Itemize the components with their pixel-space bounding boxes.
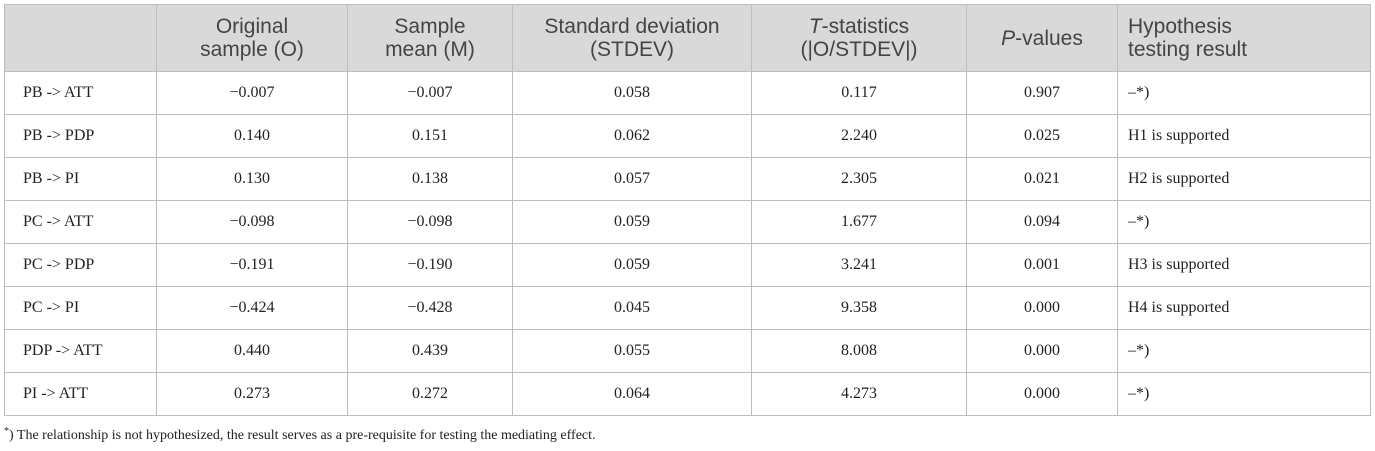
header-row: Original sample (O) Sample mean (M) Stan…	[4, 4, 1371, 72]
cell-mean: 0.138	[347, 157, 513, 201]
cell-path: PC -> PDP	[4, 243, 157, 287]
table-row: PB -> PI 0.130 0.138 0.057 2.305 0.021 H…	[4, 157, 1371, 201]
table-footnote: *) The relationship is not hypothesized,…	[4, 426, 596, 444]
cell-p-value: 0.021	[966, 157, 1118, 201]
cell-t-statistic: 4.273	[751, 372, 967, 416]
cell-t-statistic: 2.240	[751, 114, 967, 158]
cell-p-value: 0.000	[966, 329, 1118, 373]
cell-stdev: 0.055	[512, 329, 752, 373]
header-original-sample: Original sample (O)	[156, 4, 348, 72]
cell-result: H4 is supported	[1117, 286, 1371, 330]
header-p-rest: -values	[1015, 26, 1083, 50]
table-body: PB -> ATT −0.007 −0.007 0.058 0.117 0.90…	[4, 71, 1371, 416]
cell-stdev: 0.058	[512, 71, 752, 115]
cell-path: PDP -> ATT	[4, 329, 157, 373]
cell-p-value: 0.000	[966, 286, 1118, 330]
cell-path: PC -> PI	[4, 286, 157, 330]
cell-p-value: 0.907	[966, 71, 1118, 115]
cell-original: −0.098	[156, 200, 348, 244]
cell-t-statistic: 0.117	[751, 71, 967, 115]
cell-result: –*)	[1117, 200, 1371, 244]
header-t-italic: T	[808, 15, 822, 38]
cell-stdev: 0.059	[512, 243, 752, 287]
table-row: PB -> PDP 0.140 0.151 0.062 2.240 0.025 …	[4, 114, 1371, 158]
header-original-line2: sample (O)	[200, 38, 304, 61]
cell-result: –*)	[1117, 71, 1371, 115]
cell-original: −0.424	[156, 286, 348, 330]
header-stdev-line2: (STDEV)	[590, 38, 674, 61]
cell-original: 0.440	[156, 329, 348, 373]
cell-t-statistic: 1.677	[751, 200, 967, 244]
cell-result: –*)	[1117, 372, 1371, 416]
table-row: PC -> PI −0.424 −0.428 0.045 9.358 0.000…	[4, 286, 1371, 330]
cell-mean: 0.439	[347, 329, 513, 373]
header-standard-deviation: Standard deviation (STDEV)	[512, 4, 752, 72]
cell-path: PB -> PI	[4, 157, 157, 201]
header-result-line2: testing result	[1128, 38, 1248, 61]
cell-t-statistic: 3.241	[751, 243, 967, 287]
header-p-italic: P	[1001, 26, 1016, 50]
header-result-line1: Hypothesis	[1128, 15, 1232, 38]
header-hypothesis-result: Hypothesis testing result	[1117, 4, 1371, 72]
cell-stdev: 0.062	[512, 114, 752, 158]
cell-mean: −0.098	[347, 200, 513, 244]
table-row: PC -> ATT −0.098 −0.098 0.059 1.677 0.09…	[4, 200, 1371, 244]
cell-original: 0.130	[156, 157, 348, 201]
cell-mean: 0.151	[347, 114, 513, 158]
table-row: PI -> ATT 0.273 0.272 0.064 4.273 0.000 …	[4, 372, 1371, 416]
cell-p-value: 0.094	[966, 200, 1118, 244]
table-row: PDP -> ATT 0.440 0.439 0.055 8.008 0.000…	[4, 329, 1371, 373]
header-p-values: P-values	[966, 4, 1118, 72]
header-path	[4, 4, 157, 72]
cell-stdev: 0.059	[512, 200, 752, 244]
cell-original: 0.140	[156, 114, 348, 158]
cell-mean: −0.428	[347, 286, 513, 330]
cell-path: PB -> ATT	[4, 71, 157, 115]
cell-result: –*)	[1117, 329, 1371, 373]
cell-stdev: 0.064	[512, 372, 752, 416]
cell-p-value: 0.001	[966, 243, 1118, 287]
table-row: PC -> PDP −0.191 −0.190 0.059 3.241 0.00…	[4, 243, 1371, 287]
cell-original: 0.273	[156, 372, 348, 416]
cell-original: −0.191	[156, 243, 348, 287]
header-mean-line2: mean (M)	[385, 38, 475, 61]
cell-mean: 0.272	[347, 372, 513, 416]
cell-t-statistic: 9.358	[751, 286, 967, 330]
footnote-text: ) The relationship is not hypothesized, …	[9, 428, 596, 443]
cell-t-statistic: 8.008	[751, 329, 967, 373]
cell-p-value: 0.000	[966, 372, 1118, 416]
header-original-line1: Original	[215, 15, 289, 38]
cell-stdev: 0.045	[512, 286, 752, 330]
cell-result: H2 is supported	[1117, 157, 1371, 201]
cell-path: PB -> PDP	[4, 114, 157, 158]
header-mean-line1: Sample	[394, 15, 466, 38]
cell-result: H1 is supported	[1117, 114, 1371, 158]
cell-t-statistic: 2.305	[751, 157, 967, 201]
table-container: Original sample (O) Sample mean (M) Stan…	[4, 4, 1371, 416]
header-t-line2: (|O/STDEV|)	[800, 38, 918, 61]
cell-stdev: 0.057	[512, 157, 752, 201]
cell-result: H3 is supported	[1117, 243, 1371, 287]
footnote-marker: *	[4, 426, 9, 437]
table-row: PB -> ATT −0.007 −0.007 0.058 0.117 0.90…	[4, 71, 1371, 115]
results-table: Original sample (O) Sample mean (M) Stan…	[4, 4, 1371, 416]
cell-mean: −0.007	[347, 71, 513, 115]
header-t-statistics: T-statistics (|O/STDEV|)	[751, 4, 967, 72]
header-t-rest: -statistics	[821, 15, 910, 38]
header-sample-mean: Sample mean (M)	[347, 4, 513, 72]
cell-mean: −0.190	[347, 243, 513, 287]
cell-p-value: 0.025	[966, 114, 1118, 158]
header-stdev-line1: Standard deviation	[544, 15, 720, 38]
cell-path: PI -> ATT	[4, 372, 157, 416]
cell-path: PC -> ATT	[4, 200, 157, 244]
cell-original: −0.007	[156, 71, 348, 115]
